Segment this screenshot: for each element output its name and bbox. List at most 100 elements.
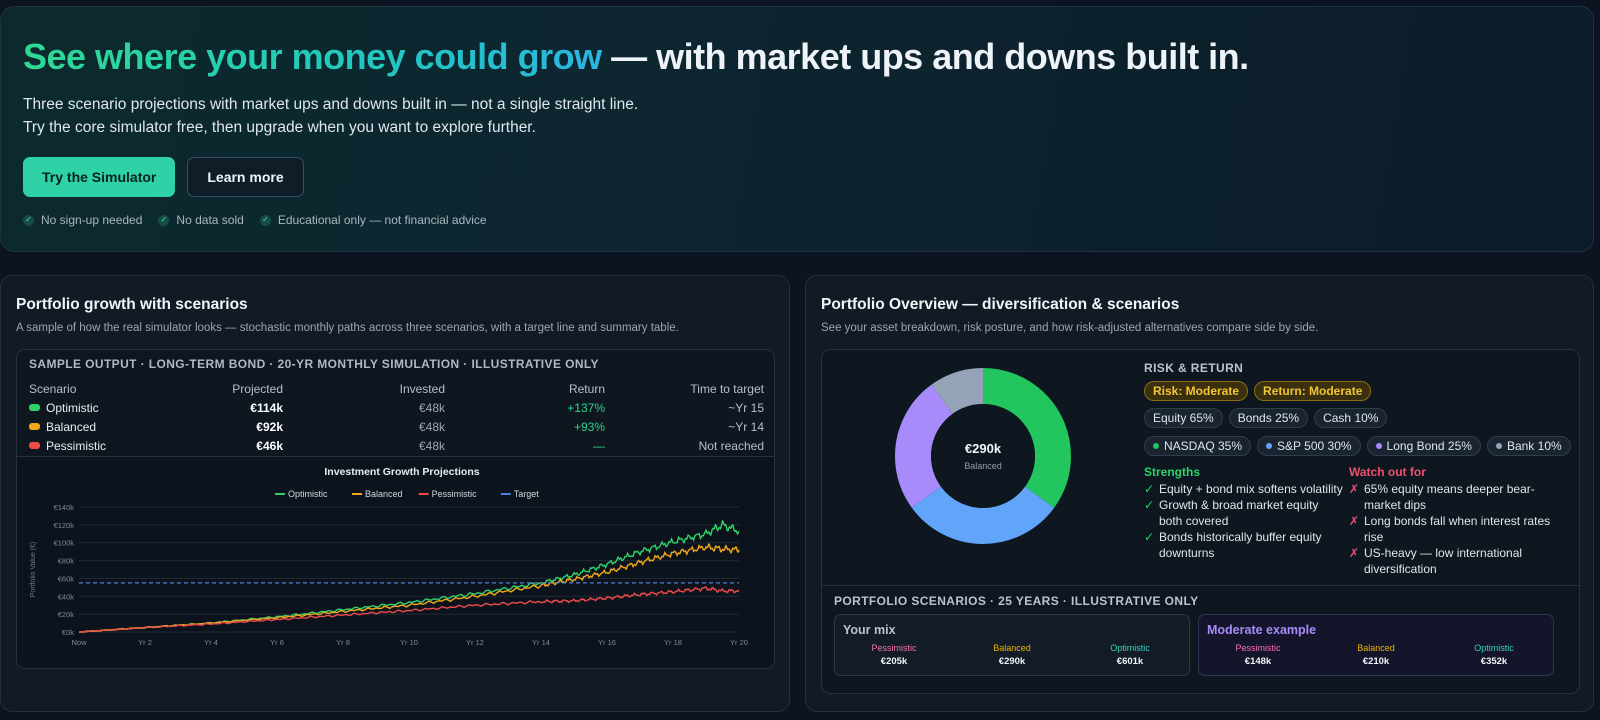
growth-card-title: Portfolio growth with scenarios <box>16 296 248 313</box>
legend-swatch <box>29 423 40 430</box>
check-circle-icon: ✓ <box>259 214 271 226</box>
donut-center: €290k Balanced <box>892 365 1074 547</box>
projected-value: €92k <box>256 419 283 434</box>
return-value: +93% <box>573 419 605 434</box>
x-tick-label: Now <box>71 638 87 647</box>
holding-pills: NASDAQ 35% S&P 500 30% Long Bond 25% Ban… <box>1144 436 1571 456</box>
watch-title: Watch out for <box>1349 465 1426 479</box>
simulation-output-panel: SAMPLE OUTPUT · LONG-TERM BOND · 20-YR M… <box>16 349 775 669</box>
mix-label: Pessimistic <box>871 643 917 653</box>
list-item: ✓ Bonds historically buffer equity downtu… <box>1144 529 1344 561</box>
return-pill: Return: Moderate <box>1254 381 1372 401</box>
series-line-pessimistic <box>78 586 740 633</box>
x-tick-label: Yr 16 <box>598 638 616 647</box>
growth-line-chart: Investment Growth Projections Optimistic B… <box>30 466 748 647</box>
mix-value: €352k <box>1480 656 1508 667</box>
projected-value: €46k <box>256 438 283 453</box>
projected-value: €114k <box>250 400 283 415</box>
dot-icon <box>1153 443 1159 449</box>
badge-no-signup: ✓ No sign-up needed <box>23 213 142 227</box>
legend-label: Balanced <box>365 489 403 499</box>
trust-badges: ✓ No sign-up needed ✓ No data sold ✓ Edu… <box>23 213 1571 227</box>
list-item: ✓ Growth & broad market equity both cover… <box>1144 497 1344 529</box>
mix-label: Optimistic <box>1474 643 1514 653</box>
check-circle-icon: ✓ <box>158 214 170 226</box>
holding-label: Bank 10% <box>1506 439 1562 453</box>
donut-label: Balanced <box>964 461 1002 471</box>
return-value: +137% <box>567 400 605 415</box>
legend-item-target: Target <box>500 489 539 499</box>
portfolio-scenarios-title: PORTFOLIO SCENARIOS · 25 YEARS · ILLUSTR… <box>834 594 1199 608</box>
holding-label: S&P 500 30% <box>1277 439 1352 453</box>
holding-label: Long Bond 25% <box>1386 439 1472 453</box>
strength-text: Bonds historically buffer equity downtur… <box>1159 530 1322 560</box>
mix-col-optimistic: Optimistic €352k <box>1435 643 1553 667</box>
panel-heading: SAMPLE OUTPUT · LONG-TERM BOND · 20-YR M… <box>29 357 599 371</box>
column-header-invested: Invested <box>399 381 445 396</box>
y-tick-label: €40k <box>58 592 75 601</box>
mix-title: Moderate example <box>1207 623 1317 637</box>
mix-col-pessimistic: Pessimistic €205k <box>835 643 953 667</box>
column-header-time-to-target: Time to target <box>690 381 764 396</box>
legend-item-pessimistic: Pessimistic <box>418 489 477 499</box>
portfolio-growth-card: Portfolio growth with scenarios A sample… <box>0 275 790 712</box>
legend-item-balanced: Balanced <box>352 489 403 499</box>
dot-icon <box>1266 443 1273 449</box>
holding-pill-bank: Bank 10% <box>1486 436 1571 456</box>
mix-col-optimistic: Optimistic €601k <box>1071 643 1189 667</box>
mix-columns: Pessimistic €148k Balanced €210k Optimisti… <box>1199 643 1553 667</box>
x-tick-label: Yr 20 <box>730 638 748 647</box>
x-tick-label: Yr 6 <box>270 638 284 647</box>
mix-value: €290k <box>998 656 1026 667</box>
cross-icon: ✗ <box>1349 482 1360 496</box>
overview-card-subtitle: See your asset breakdown, risk posture, … <box>821 322 1319 334</box>
scenario-name: Optimistic <box>46 400 99 415</box>
table-row-balanced: Balanced €92k €48k +93% ~Yr 14 <box>29 417 764 436</box>
scenario-name: Pessimistic <box>46 438 107 453</box>
x-tick-label: Yr 18 <box>664 638 682 647</box>
mix-col-balanced: Balanced €290k <box>953 643 1071 667</box>
overview-card-title: Portfolio Overview — diversification & s… <box>821 296 1180 313</box>
growth-card-subtitle: A sample of how the real simulator looks… <box>16 322 679 334</box>
watch-text: 65% equity means deeper bear-market dips <box>1364 482 1535 512</box>
overview-panel: €290k Balanced RISK & RETURN Risk: Moder… <box>821 349 1580 694</box>
portfolio-overview-card: Portfolio Overview — diversification & s… <box>805 275 1594 712</box>
column-header-projected: Projected <box>232 381 283 396</box>
risk-return-title: RISK & RETURN <box>1144 361 1244 375</box>
strengths-list: Strengths ✓ Equity + bond mix softens vol… <box>1144 464 1344 561</box>
list-item: ✗ 65% equity means deeper bear-market dip… <box>1349 481 1564 513</box>
mix-value: €148k <box>1244 656 1272 667</box>
x-tick-label: Yr 12 <box>466 638 484 647</box>
invested-value: €48k <box>418 400 445 415</box>
moderate-example-box: Moderate example Pessimistic €148k Balanc… <box>1198 614 1554 676</box>
mix-value: €601k <box>1116 656 1144 667</box>
watch-text: US-heavy — low international diversifica… <box>1364 546 1523 576</box>
holding-pill-sp500: S&P 500 30% <box>1257 436 1361 456</box>
invested-value: €48k <box>418 419 445 434</box>
try-simulator-button[interactable]: Try the Simulator <box>23 157 176 197</box>
list-item: ✗ Long bonds fall when interest rates ris… <box>1349 513 1564 545</box>
divider <box>17 456 774 457</box>
badge-label: No data sold <box>176 213 244 227</box>
x-tick-label: Yr 2 <box>138 638 152 647</box>
strength-text: Growth & broad market equity both covere… <box>1159 498 1319 528</box>
legend-swatch <box>29 442 40 449</box>
hero-buttons: Try the Simulator Learn more <box>23 157 1571 197</box>
mix-label: Balanced <box>993 643 1031 653</box>
table-header-row: Scenario Projected Invested Return Time … <box>29 379 764 398</box>
x-tick-label: Yr 14 <box>532 638 550 647</box>
checkmark-icon: ✓ <box>1144 498 1155 512</box>
donut-hole <box>931 404 1035 508</box>
column-header-return: Return <box>568 381 605 396</box>
badge-label: No sign-up needed <box>41 213 143 227</box>
dot-icon <box>1495 443 1502 449</box>
holding-label: NASDAQ 35% <box>1164 439 1243 453</box>
bonds-pill: Bonds 25% <box>1228 408 1309 428</box>
watch-out-list: Watch out for ✗ 65% equity means deeper b… <box>1349 464 1564 577</box>
series-line-balanced <box>79 542 740 633</box>
cross-icon: ✗ <box>1349 514 1360 528</box>
mix-columns: Pessimistic €205k Balanced €290k Optimisti… <box>835 643 1189 667</box>
hero-subtitle: Three scenario projections with market u… <box>23 96 639 136</box>
learn-more-button[interactable]: Learn more <box>187 157 304 197</box>
badge-educational: ✓ Educational only — not financial advic… <box>259 213 487 227</box>
